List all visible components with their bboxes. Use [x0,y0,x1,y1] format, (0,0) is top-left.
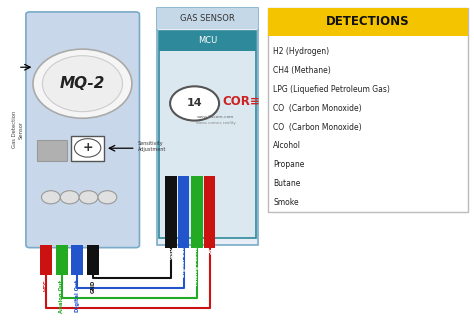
Bar [55,245,68,275]
Text: CO  (Carbon Monoxide): CO (Carbon Monoxide) [273,104,362,113]
Text: Gas Detection
Sensor: Gas Detection Sensor [12,111,23,148]
Text: ideas comes reality: ideas comes reality [196,121,236,124]
Text: DETECTIONS: DETECTIONS [326,16,410,29]
Text: Sensitivity
Adjustment: Sensitivity Adjustment [138,141,166,152]
Text: Butane: Butane [273,179,301,188]
Text: Analog Out: Analog Out [59,280,64,313]
Bar [157,8,258,245]
Text: CO  (Carbon Monoxide): CO (Carbon Monoxide) [273,123,362,131]
Text: Alcohol: Alcohol [273,141,301,150]
Circle shape [41,191,60,204]
Text: 14: 14 [187,99,202,109]
Text: 5V: 5V [207,247,212,254]
Circle shape [33,49,132,118]
Bar [71,136,104,161]
Text: +: + [82,141,93,154]
Text: MQ-2: MQ-2 [60,76,105,91]
Text: Digital Out: Digital Out [181,247,186,277]
Text: GND: GND [169,247,173,259]
Text: Smoke: Smoke [273,198,299,207]
Bar [204,176,215,248]
Text: VCC: VCC [44,280,49,291]
Bar [268,8,468,36]
Text: GND: GND [91,280,95,293]
Text: www.14core.com: www.14core.com [197,115,235,119]
FancyBboxPatch shape [26,12,139,248]
Bar [40,245,52,275]
Text: Propane: Propane [273,160,305,169]
Bar [159,31,256,238]
Bar [36,140,67,161]
Bar [268,8,468,212]
Text: CH4 (Methane): CH4 (Methane) [273,66,331,75]
Bar [178,176,190,248]
Text: Analog Pin A1: Analog Pin A1 [194,247,200,285]
Text: COR≡: COR≡ [222,95,260,108]
Bar [165,176,177,248]
Circle shape [79,191,98,204]
Circle shape [60,191,79,204]
Circle shape [42,56,122,112]
Bar [159,31,256,51]
Circle shape [170,86,219,121]
Circle shape [98,191,117,204]
Bar [87,245,99,275]
Text: H2 (Hydrogen): H2 (Hydrogen) [273,47,329,56]
Text: MCU: MCU [198,37,217,45]
Bar [71,245,83,275]
Text: LPG (Liquefied Petroleum Gas): LPG (Liquefied Petroleum Gas) [273,85,390,94]
Text: GAS SENSOR: GAS SENSOR [180,14,235,23]
Bar [191,176,202,248]
Text: Digital Out: Digital Out [75,280,80,312]
Bar [157,8,258,29]
